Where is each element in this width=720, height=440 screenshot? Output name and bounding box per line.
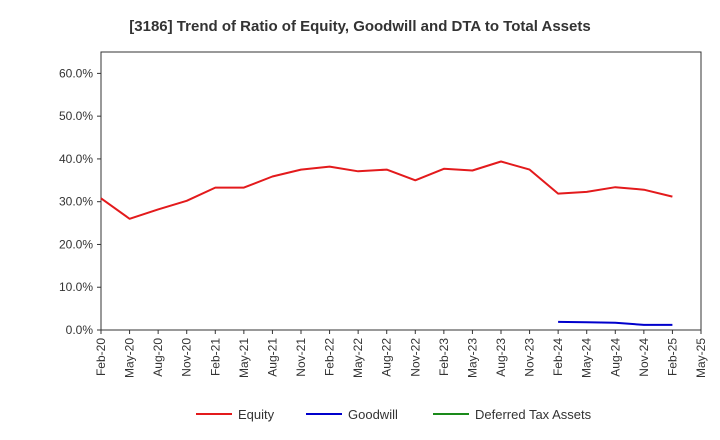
series-lines (100, 160, 673, 326)
x-tick-label: Aug-23 (494, 338, 508, 377)
x-tick-label: Feb-24 (551, 338, 565, 376)
x-tick-label: Feb-21 (208, 338, 222, 376)
x-tick-label: May-22 (351, 338, 365, 378)
legend-label-goodwill: Goodwill (348, 407, 398, 422)
series-line-equity (100, 160, 673, 220)
legend: Equity Goodwill Deferred Tax Assets (196, 407, 592, 422)
axes (97, 51, 702, 334)
y-tick-label: 10.0% (59, 280, 93, 294)
x-tick-label: Feb-20 (94, 338, 108, 376)
x-tick-label: Nov-21 (294, 338, 308, 377)
x-tick-label: Aug-24 (608, 338, 622, 377)
y-tick-label: 40.0% (59, 152, 93, 166)
x-axis-ticks: Feb-20 May-20 Aug-20 Nov-20 Feb-21 May-21 Aug-… (94, 338, 708, 378)
legend-label-deferred-tax-assets: Deferred Tax Assets (475, 407, 592, 422)
x-tick-label: May-24 (580, 338, 594, 378)
x-tick-label: Nov-23 (523, 338, 537, 377)
x-tick-label: May-25 (694, 338, 708, 378)
x-tick-label: Aug-21 (265, 338, 279, 377)
x-tick-label: Feb-25 (665, 338, 679, 376)
plot-area (100, 51, 702, 331)
y-tick-label: 30.0% (59, 195, 93, 209)
y-tick-label: 20.0% (59, 237, 93, 251)
x-tick-label: Feb-22 (323, 338, 337, 376)
x-tick-label: Nov-20 (180, 338, 194, 377)
y-tick-label: 60.0% (59, 66, 93, 80)
y-axis-ticks: 0.0% 10.0% 20.0% 30.0% 40.0% 50.0% 60.0% (59, 66, 93, 337)
series-line-goodwill (558, 320, 673, 326)
chart-title: [3186] Trend of Ratio of Equity, Goodwil… (129, 18, 590, 35)
x-tick-label: Nov-24 (637, 338, 651, 377)
x-tick-label: Aug-22 (380, 338, 394, 377)
y-tick-label: 50.0% (59, 109, 93, 123)
x-tick-label: Feb-23 (437, 338, 451, 376)
x-tick-label: May-21 (237, 338, 251, 378)
x-tick-label: May-23 (465, 338, 479, 378)
x-tick-label: Nov-22 (408, 338, 422, 377)
x-tick-label: May-20 (123, 338, 137, 378)
legend-label-equity: Equity (238, 407, 275, 422)
y-tick-label: 0.0% (66, 323, 94, 337)
x-tick-label: Aug-20 (151, 338, 165, 377)
